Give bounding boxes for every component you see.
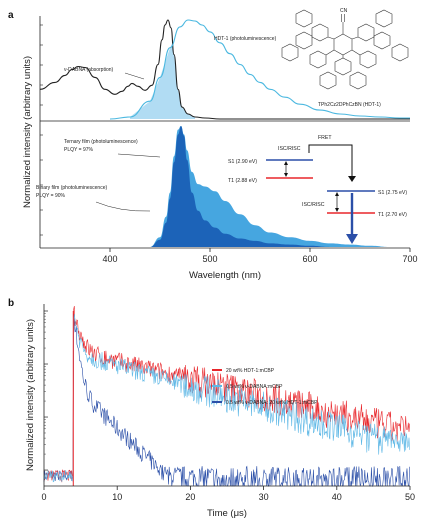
absorption-line	[39, 19, 410, 120]
isc-left-arrowhead-down	[284, 173, 288, 177]
bond-4	[351, 49, 361, 56]
panel-a-y-ticks	[40, 24, 43, 236]
fret-label: FRET	[318, 135, 332, 141]
panel-a-x-tick-label: 700	[402, 254, 417, 264]
panel-b-x-tick-label: 40	[332, 492, 342, 502]
panel-b-x-tick-label: 0	[41, 492, 46, 502]
fret-arrowhead	[348, 176, 356, 182]
carbazole-ring-6	[359, 50, 377, 69]
bond-1	[327, 36, 335, 40]
panel-b-x-ticks: 0 10 20 30 40 50	[41, 486, 415, 502]
ternary-pointer	[117, 153, 161, 158]
isc-left-label: ISC/RISC	[278, 146, 301, 152]
carbazole-ring-4	[373, 31, 391, 50]
energy-diagram: FRET S1 (2.90 eV) T1 (2.88 eV) ISC/RISC …	[228, 135, 407, 244]
ternary-film-area	[150, 126, 410, 247]
hdt1-pl-label: HDT-1 (photoluminescence)	[214, 36, 277, 42]
panel-a-xlabel: Wavelength (nm)	[189, 270, 261, 281]
fret-arrow	[308, 144, 353, 178]
panel-a-x-tick-label: 400	[102, 254, 117, 264]
ternary-label-1: Ternary film (photoluminescence)	[64, 139, 138, 145]
panel-b-y-ticks	[44, 310, 48, 471]
panel-a-x-tick-label: 600	[302, 254, 317, 264]
panel-b-x-tick-label: 30	[259, 492, 269, 502]
panel-a-letter: a	[8, 10, 14, 21]
hdt1-molecule-structure	[281, 9, 409, 90]
panel-a-ylabel: Normalized intensity (arbitrary units)	[22, 56, 33, 208]
legend-label: 0.5 wt% ν-DABNA: 20 wt% HDT-1:mCBP	[226, 400, 318, 406]
panel-b-xlabel: Time (μs)	[207, 508, 247, 519]
molecule-cn-label: CN	[340, 8, 348, 14]
panel-a-bottom-plot	[150, 126, 410, 247]
isc-right-label: ISC/RISC	[302, 202, 325, 208]
central-benzene-ring	[333, 33, 353, 56]
phenyl-ring-1	[295, 9, 313, 28]
t1-right-label: T1 (2.70 eV)	[378, 212, 407, 218]
panel-a-axes	[39, 16, 410, 249]
binary-label-1: Binary film (photoluminescence)	[36, 185, 107, 191]
decay-trace-3	[43, 313, 410, 488]
panel-a-x-ticks: 400 500 600 700	[102, 248, 418, 264]
panel-b-legend: 20 wt% HDT-1:mCBP 0.5 wt% ν-DABNA:mCBP 0.5…	[212, 368, 318, 406]
panel-b-ylabel: Normalized intensity (arbitrary units)	[25, 319, 36, 471]
phenyl-ring-6	[349, 71, 367, 90]
panel-b-x-tick-label: 50	[405, 492, 415, 502]
binary-pointer	[95, 201, 151, 212]
bond-2	[351, 36, 359, 40]
panel-b-letter: b	[8, 298, 14, 309]
carbazole-ring-7	[334, 57, 352, 76]
emission-arrowhead	[346, 234, 358, 244]
absorption-label: ν-DABNA (absorption)	[64, 67, 114, 73]
isc-left-arrowhead-up	[284, 161, 288, 165]
panel-b-x-tick-label: 20	[185, 492, 195, 502]
panel-a-x-tick-label: 500	[202, 254, 217, 264]
absorption-pointer	[124, 72, 145, 80]
decay-trace-1	[43, 305, 410, 483]
ternary-label-2: PLQY = 97%	[64, 147, 94, 153]
absorption-overlap-fill	[130, 43, 195, 119]
carbazole-ring-2	[295, 31, 313, 50]
isc-right-arrowhead-down	[335, 208, 339, 212]
t1-left-label: T1 (2.88 eV)	[228, 178, 257, 184]
binary-film-area	[150, 126, 410, 247]
decay-trace-2	[43, 314, 410, 483]
legend-label: 0.5 wt% ν-DABNA:mCBP	[226, 384, 283, 390]
panel-b-axes	[43, 304, 410, 487]
legend-label: 20 wt% HDT-1:mCBP	[226, 368, 275, 374]
hdt1-pl-line	[109, 19, 410, 120]
panel-b-plot	[43, 305, 410, 488]
carbazole-ring-3	[357, 23, 375, 42]
binary-label-2: PLQY = 90%	[36, 193, 66, 199]
molecule-name: TPh2Cz2DPhCzBN (HDT-1)	[318, 102, 381, 108]
carbazole-ring-5	[309, 50, 327, 69]
phenyl-ring-2	[375, 9, 393, 28]
phenyl-ring-3	[281, 43, 299, 62]
phenyl-ring-4	[391, 43, 409, 62]
phenyl-ring-5	[319, 71, 337, 90]
isc-right-arrowhead-up	[335, 192, 339, 196]
panel-b-x-tick-label: 10	[112, 492, 122, 502]
bond-3	[325, 49, 335, 56]
s1-right-label: S1 (2.75 eV)	[378, 190, 407, 196]
panel-a-top-plot	[39, 19, 410, 120]
carbazole-ring-1	[311, 23, 329, 42]
s1-left-label: S1 (2.90 eV)	[228, 159, 257, 165]
